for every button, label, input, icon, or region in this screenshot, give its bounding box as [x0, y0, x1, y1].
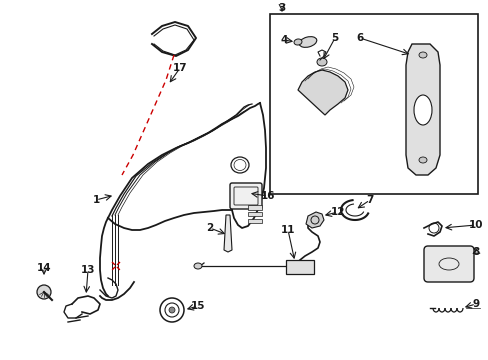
- Text: 5: 5: [331, 33, 338, 43]
- Text: 2: 2: [206, 223, 213, 233]
- Text: 14: 14: [37, 263, 51, 273]
- Text: 11: 11: [280, 225, 295, 235]
- Ellipse shape: [413, 95, 431, 125]
- Polygon shape: [297, 70, 347, 115]
- Text: 13: 13: [81, 265, 95, 275]
- Text: 17: 17: [172, 63, 187, 73]
- Ellipse shape: [418, 52, 426, 58]
- FancyBboxPatch shape: [423, 246, 473, 282]
- FancyBboxPatch shape: [229, 183, 262, 209]
- Text: 10: 10: [468, 220, 482, 230]
- Text: 16: 16: [260, 191, 275, 201]
- Text: 15: 15: [190, 301, 205, 311]
- Polygon shape: [305, 212, 324, 228]
- Polygon shape: [224, 215, 231, 252]
- Text: 4: 4: [280, 35, 287, 45]
- Text: 7: 7: [366, 195, 373, 205]
- Polygon shape: [405, 44, 439, 175]
- Bar: [285, 260, 313, 274]
- Ellipse shape: [194, 263, 202, 269]
- Circle shape: [169, 307, 175, 313]
- Bar: [247, 212, 262, 216]
- Bar: [269, 14, 477, 194]
- Bar: [247, 205, 262, 210]
- Text: 8: 8: [471, 247, 479, 257]
- Text: 1: 1: [92, 195, 100, 205]
- Ellipse shape: [37, 285, 51, 299]
- Ellipse shape: [299, 37, 316, 48]
- Text: 3: 3: [278, 3, 285, 13]
- Ellipse shape: [418, 157, 426, 163]
- Ellipse shape: [316, 58, 326, 66]
- Bar: [247, 219, 262, 223]
- Text: 12: 12: [330, 207, 345, 217]
- Ellipse shape: [293, 39, 302, 45]
- Text: 6: 6: [356, 33, 363, 43]
- Text: 9: 9: [471, 299, 479, 309]
